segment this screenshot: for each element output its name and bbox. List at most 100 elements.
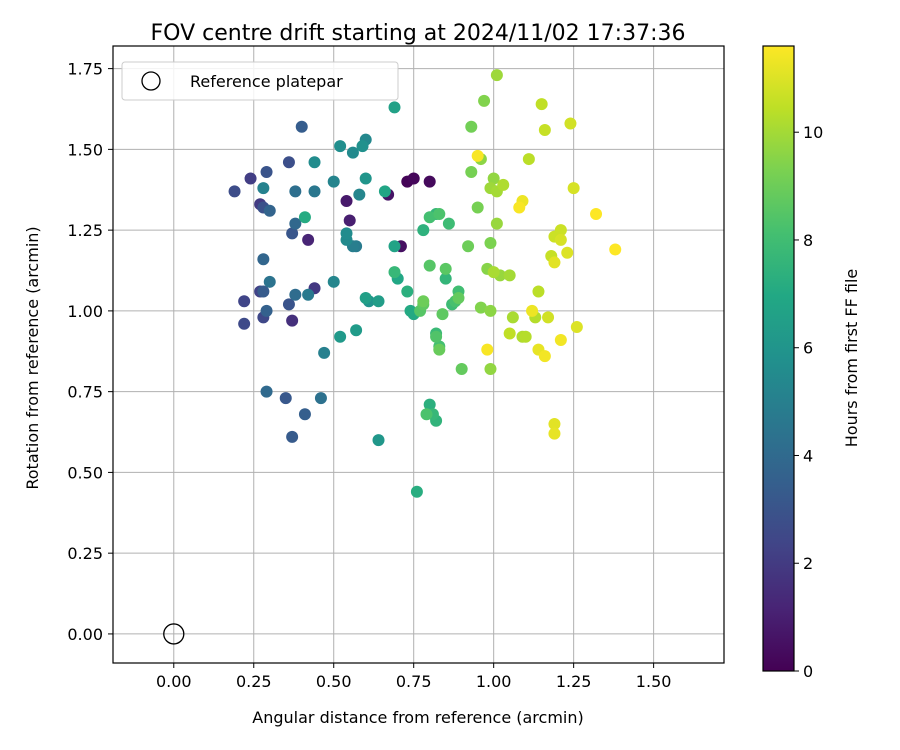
scatter-point [314,392,327,405]
scatter-point [439,272,452,285]
scatter-point [503,269,516,282]
colorbar-gradient [762,45,795,672]
scatter-point [388,101,401,114]
x-tick-label: 0.25 [236,672,272,691]
scatter-point [471,201,484,214]
scatter-point [522,153,535,166]
colorbar: 0 2 4 6 8 10 Hours from first FF file [762,45,861,681]
scatter-point [538,350,551,363]
x-tick-label: 1.25 [556,672,592,691]
x-tick-label: 0.00 [156,672,192,691]
scatter-point [260,304,273,317]
scatter-point [474,301,487,314]
scatter-point [378,185,391,198]
colorbar-tick-label: 2 [803,554,813,573]
scatter-point [561,246,574,259]
scatter-point [244,172,257,185]
scatter-point [554,233,567,246]
scatter-point [554,224,567,237]
scatter-point [318,346,331,359]
scatter-point [289,217,302,230]
scatter-point [417,295,430,308]
y-tick-label: 1.75 [67,60,103,79]
scatter-point [228,185,241,198]
scatter-point [356,140,369,153]
legend: Reference platepar [121,61,399,101]
scatter-point [423,175,436,188]
y-tick-label: 0.75 [67,383,103,402]
scatter-point [289,185,302,198]
scatter-point [260,165,273,178]
y-tick-label: 0.25 [67,544,103,563]
chart-title: FOV centre drift starting at 2024/11/02 … [151,21,686,46]
legend-reference-label: Reference platepar [190,72,343,91]
scatter-point [401,285,414,298]
scatter-point [430,330,443,343]
data-points [228,69,622,498]
scatter-point [308,156,321,169]
x-tick-label: 1.00 [476,672,512,691]
scatter-point [353,188,366,201]
scatter-point [334,330,347,343]
scatter-point [260,385,273,398]
scatter-point [334,140,347,153]
scatter-point [420,408,433,421]
scatter-point [452,291,465,304]
scatter-point [423,398,436,411]
y-tick-label: 1.50 [67,140,103,159]
scatter-point [286,430,299,443]
scatter-point [404,304,417,317]
scatter-point [487,266,500,279]
y-axis-ticks: 0.00 0.25 0.50 0.75 1.00 1.25 1.50 1.75 [67,60,113,644]
scatter-point [490,69,503,82]
y-tick-label: 1.25 [67,221,103,240]
scatter-point [238,317,251,330]
scatter-point [423,259,436,272]
scatter-point [263,275,276,288]
scatter-point [346,146,359,159]
x-tick-label: 0.75 [396,672,432,691]
x-tick-label: 0.50 [316,672,352,691]
scatter-point [590,207,603,220]
colorbar-tick-label: 10 [803,123,823,142]
legend-box [121,61,399,101]
scatter-point [286,227,299,240]
scatter-point [327,175,340,188]
scatter-point [410,485,423,498]
reference-platepar-marker [163,623,185,645]
scatter-point [388,266,401,279]
scatter-point [302,288,315,301]
scatter-point [542,311,555,324]
scatter-point [423,211,436,224]
colorbar-label: Hours from first FF file [842,269,861,448]
scatter-point [372,434,385,447]
scatter-point [471,149,484,162]
scatter-point [497,178,510,191]
scatter-point [465,165,478,178]
grid-lines [113,46,724,663]
scatter-point [343,214,356,227]
scatter-point [548,427,561,440]
scatter-point [350,324,363,337]
scatter-point [282,156,295,169]
scatter-point [506,311,519,324]
scatter-point [238,295,251,308]
scatter-point [298,211,311,224]
reference-marker-layer [163,623,185,645]
scatter-point [564,117,577,130]
scatter-point [433,207,446,220]
scatter-point [340,227,353,240]
scatter-point [257,182,270,195]
scatter-point [359,291,372,304]
scatter-point [548,256,561,269]
scatter-point [279,392,292,405]
scatter-point [263,204,276,217]
scatter-point [538,123,551,136]
scatter-point [455,363,468,376]
scatter-point [286,314,299,327]
scatter-point [340,195,353,208]
scatter-point [433,343,446,356]
scatter-point [484,304,497,317]
scatter-point [548,417,561,430]
scatter-point [554,333,567,346]
